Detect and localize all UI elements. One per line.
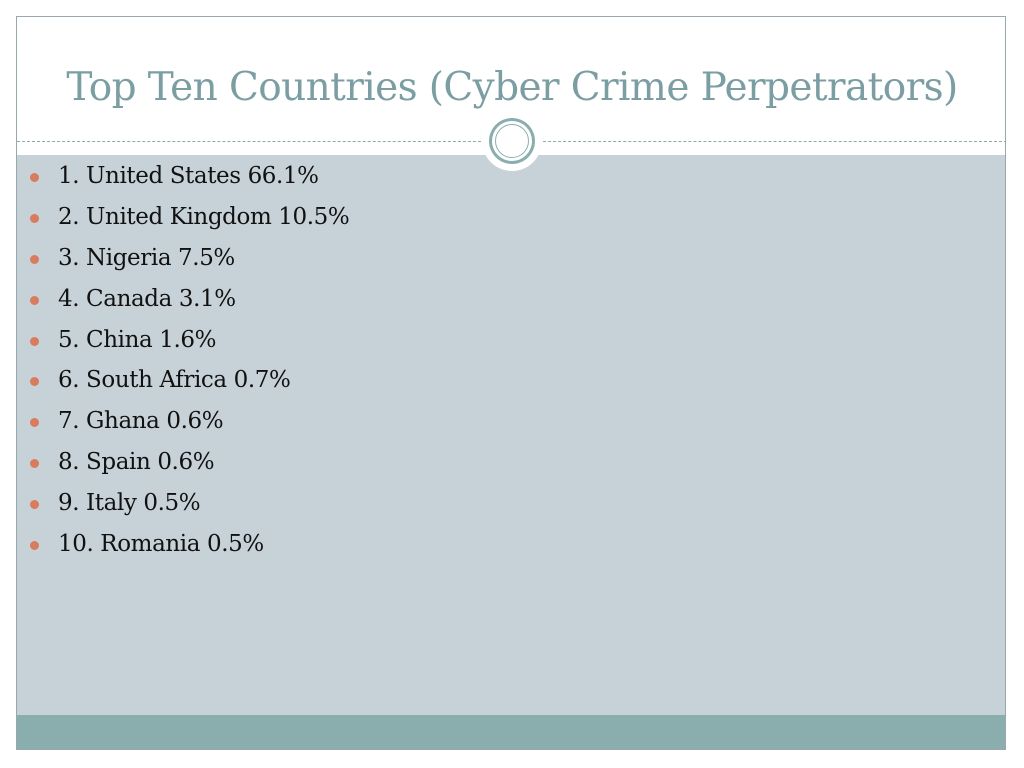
bullet-dot-icon xyxy=(30,418,39,428)
bullet-text: 10. Romania 0.5% xyxy=(58,531,264,558)
bullet-text: 5. China 1.6% xyxy=(58,326,217,353)
bullet-dot-icon xyxy=(30,254,39,264)
bullet-dot-icon xyxy=(30,336,39,346)
slide-title: Top Ten Countries (Cyber Crime Perpetrat… xyxy=(66,65,958,110)
bullet-text: 1. United States 66.1% xyxy=(58,163,319,189)
bullet-dot-icon xyxy=(30,295,39,305)
bullet-text: 7. Ghana 0.6% xyxy=(58,408,224,435)
bullet-text: 8. Spain 0.6% xyxy=(58,449,215,476)
circle-ornament-icon xyxy=(482,111,542,171)
bullet-text: 4. Canada 3.1% xyxy=(58,285,236,312)
bullet-text: 6. South Africa 0.7% xyxy=(58,367,291,394)
content-area xyxy=(17,155,1005,715)
bullet-dot-icon xyxy=(30,541,39,551)
bullet-dot-icon xyxy=(30,500,39,510)
bullet-dot-icon xyxy=(30,173,39,182)
footer-bar xyxy=(17,715,1005,749)
bullet-text: 3. Nigeria 7.5% xyxy=(58,244,235,271)
bullet-text: 2. United Kingdom 10.5% xyxy=(58,203,350,230)
bullet-dot-icon xyxy=(30,213,39,223)
bullet-text: 9. Italy 0.5% xyxy=(58,490,201,517)
bullet-dot-icon xyxy=(30,459,39,469)
bullet-dot-icon xyxy=(30,377,39,387)
slide: Top Ten Countries (Cyber Crime Perpetrat… xyxy=(16,16,1006,750)
